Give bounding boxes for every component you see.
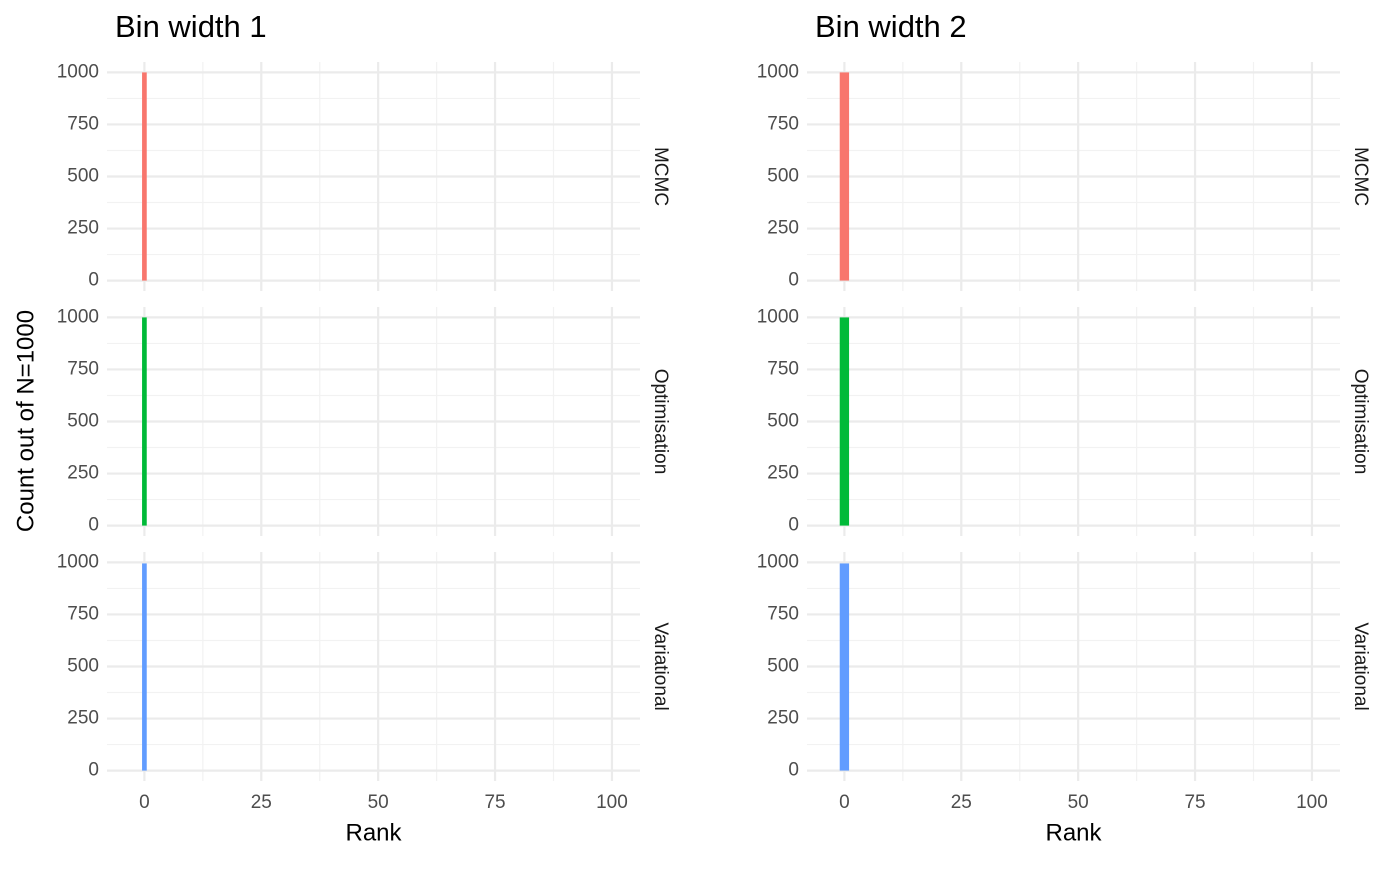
y-tick-label: 500 [767, 656, 799, 677]
y-tick-label: 1000 [57, 306, 99, 327]
x-tick-label: 100 [1296, 792, 1328, 813]
y-tick-label: 250 [767, 708, 799, 729]
y-tick-label: 0 [88, 270, 99, 291]
x-tick-label: 50 [1068, 792, 1089, 813]
y-tick-label: 0 [788, 515, 799, 536]
x-axis-label: Rank [345, 819, 402, 846]
facet-label: Variational [1350, 622, 1371, 710]
y-tick-label: 500 [767, 166, 799, 187]
bar [142, 317, 147, 526]
x-tick-label: 75 [484, 792, 505, 813]
y-tick-label: 1000 [757, 551, 799, 572]
y-tick-label: 0 [88, 760, 99, 781]
bar [839, 72, 850, 281]
x-tick-label: 25 [251, 792, 272, 813]
y-tick-label: 250 [67, 708, 99, 729]
facet-label: Optimisation [1350, 369, 1371, 475]
x-axis-label: Rank [1045, 819, 1102, 846]
x-tick-label: 0 [139, 792, 150, 813]
bar [142, 72, 147, 281]
y-tick-label: 0 [788, 760, 799, 781]
x-tick-label: 50 [368, 792, 389, 813]
y-tick-label: 750 [767, 358, 799, 379]
y-tick-label: 1000 [757, 61, 799, 82]
y-tick-label: 750 [767, 113, 799, 134]
x-tick-label: 25 [951, 792, 972, 813]
x-tick-label: 0 [839, 792, 850, 813]
y-tick-label: 1000 [757, 306, 799, 327]
facet-label: Variational [650, 622, 671, 710]
y-tick-label: 500 [767, 411, 799, 432]
y-tick-label: 500 [67, 411, 99, 432]
x-tick-label: 100 [596, 792, 628, 813]
y-tick-label: 750 [767, 603, 799, 624]
bar [839, 317, 850, 526]
y-tick-label: 500 [67, 166, 99, 187]
facet-label: MCMC [1350, 147, 1371, 206]
facet-label: Optimisation [650, 369, 671, 475]
y-tick-label: 500 [67, 656, 99, 677]
chart-title: Bin width 2 [815, 9, 967, 44]
y-tick-label: 1000 [57, 61, 99, 82]
y-tick-label: 250 [67, 218, 99, 239]
x-tick-label: 75 [1184, 792, 1205, 813]
y-tick-label: 250 [767, 463, 799, 484]
bar [142, 563, 147, 771]
y-tick-label: 250 [67, 463, 99, 484]
y-tick-label: 250 [767, 218, 799, 239]
y-tick-label: 750 [67, 358, 99, 379]
y-tick-label: 0 [88, 515, 99, 536]
bar [839, 563, 850, 771]
y-tick-label: 750 [67, 603, 99, 624]
y-axis-label: Count out of N=1000 [12, 310, 39, 532]
facet-label: MCMC [650, 147, 671, 206]
chart-title: Bin width 1 [115, 9, 267, 44]
y-tick-label: 1000 [57, 551, 99, 572]
y-tick-label: 750 [67, 113, 99, 134]
y-tick-label: 0 [788, 270, 799, 291]
